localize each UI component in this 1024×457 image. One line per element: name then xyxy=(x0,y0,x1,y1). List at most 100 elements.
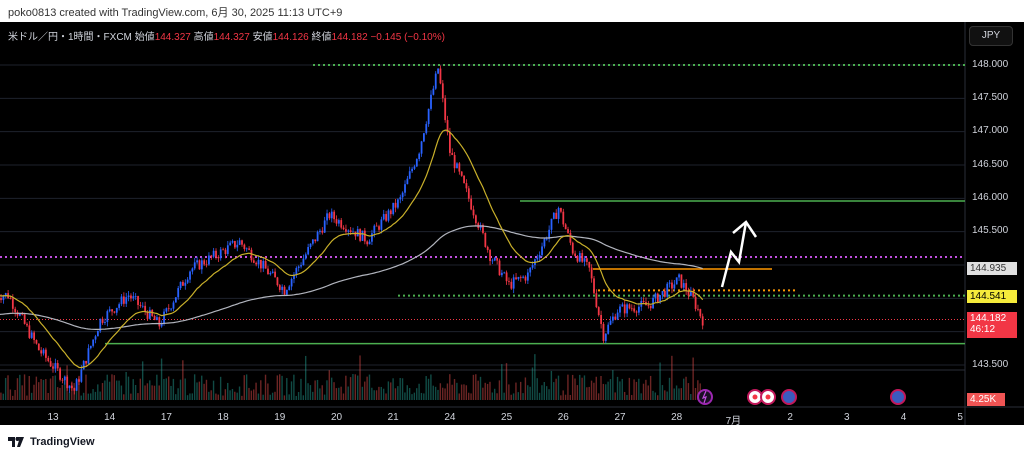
us-flag-event-icon xyxy=(890,389,906,405)
volume-bar xyxy=(491,392,494,400)
candle-body xyxy=(250,249,253,261)
volume-bar xyxy=(141,361,144,400)
volume-bar xyxy=(583,375,586,400)
volume-bar xyxy=(666,391,668,400)
volume-bar xyxy=(371,387,373,400)
tradingview-logo[interactable]: TradingView xyxy=(8,436,95,448)
volume-bar xyxy=(642,383,645,400)
volume-bar xyxy=(442,387,444,400)
candle-body xyxy=(115,307,118,313)
volume-bar xyxy=(557,375,560,400)
volume-bar xyxy=(248,387,250,400)
volume-bar xyxy=(496,393,498,400)
candle-body xyxy=(531,265,534,268)
candle-body xyxy=(68,385,71,389)
volume-bar xyxy=(562,390,564,400)
volume-bar xyxy=(607,381,609,400)
volume-bar xyxy=(673,388,675,400)
candle-body xyxy=(630,308,633,310)
currency-button[interactable]: JPY xyxy=(969,26,1013,46)
candle-body xyxy=(628,304,631,309)
volume-bar xyxy=(179,379,182,400)
candle-body xyxy=(200,260,203,270)
candle-body xyxy=(642,300,645,303)
candle-body xyxy=(538,255,541,258)
chart-caption: poko0813 created with TradingView.com, 6… xyxy=(8,7,343,19)
volume-bar xyxy=(276,375,279,400)
candle-body xyxy=(92,339,95,346)
candle-body xyxy=(28,325,31,338)
candle-body xyxy=(616,312,619,320)
last-price-tag: 144.182 46:12 xyxy=(967,312,1017,338)
candle-body xyxy=(71,385,73,389)
candle-body xyxy=(101,318,104,323)
candle-body xyxy=(441,83,444,99)
candle-body xyxy=(694,296,697,309)
candle-body xyxy=(342,227,345,230)
volume-bar xyxy=(12,395,14,400)
candle-body xyxy=(420,141,423,154)
volume-bar xyxy=(548,389,550,400)
candle-body xyxy=(262,261,265,269)
volume-bar xyxy=(675,385,678,400)
volume-bar xyxy=(245,374,248,400)
volume-bar xyxy=(671,355,673,400)
time-tick: 13 xyxy=(47,412,59,423)
volume-bar xyxy=(427,378,430,400)
candle-body xyxy=(234,241,236,248)
candle-body xyxy=(257,259,260,265)
price-chart[interactable] xyxy=(0,22,1024,425)
volume-bar xyxy=(423,393,425,400)
candle-body xyxy=(451,152,454,156)
volume-bar xyxy=(234,391,236,400)
volume-bar xyxy=(420,392,423,400)
volume-bar xyxy=(465,385,468,400)
volume-bar xyxy=(475,374,477,400)
candle-body xyxy=(389,210,392,215)
candle-body xyxy=(40,350,43,354)
volume-bar xyxy=(404,392,406,400)
candle-body xyxy=(453,155,456,169)
time-tick: 21 xyxy=(387,412,399,423)
candle-body xyxy=(212,250,215,257)
volume-bar xyxy=(14,389,16,400)
time-tick: 28 xyxy=(671,412,683,423)
low-label: 安値 xyxy=(252,32,273,43)
candle-body xyxy=(489,249,491,261)
candle-body xyxy=(621,304,624,307)
candle-body xyxy=(496,258,499,261)
candle-body xyxy=(108,309,111,312)
candle-body xyxy=(633,308,636,312)
volume-bar xyxy=(649,375,652,400)
chart-area[interactable]: 米ドル／円・1時間・FXCM 始値144.327 高値144.327 安値144… xyxy=(0,22,1024,427)
time-tick: 19 xyxy=(274,412,286,423)
volume-bar xyxy=(512,393,515,400)
candle-body xyxy=(210,255,213,257)
candle-body xyxy=(526,272,529,281)
candle-body xyxy=(571,242,574,254)
volume-bar xyxy=(394,388,397,400)
volume-bar xyxy=(227,382,229,400)
volume-bar xyxy=(321,385,323,400)
volume-bar xyxy=(593,382,595,400)
volume-bar xyxy=(479,376,482,400)
candle-body xyxy=(593,278,595,294)
volume-bar xyxy=(78,377,80,400)
candle-body xyxy=(267,268,269,275)
candle-body xyxy=(193,262,196,269)
time-tick: 14 xyxy=(104,412,116,423)
candle-body xyxy=(373,225,376,234)
candle-body xyxy=(163,311,165,324)
candle-body xyxy=(326,213,328,221)
volume-bar xyxy=(399,377,401,400)
candle-body xyxy=(14,308,17,313)
us-flag-event-icon xyxy=(781,389,797,405)
candle-body xyxy=(536,257,539,260)
candle-body xyxy=(550,218,553,230)
volume-bar xyxy=(274,391,276,400)
volume-bar xyxy=(595,376,597,400)
volume-bar xyxy=(255,382,257,400)
volume-bar xyxy=(621,378,623,400)
volume-bar xyxy=(54,375,56,400)
candle-body xyxy=(382,214,385,220)
